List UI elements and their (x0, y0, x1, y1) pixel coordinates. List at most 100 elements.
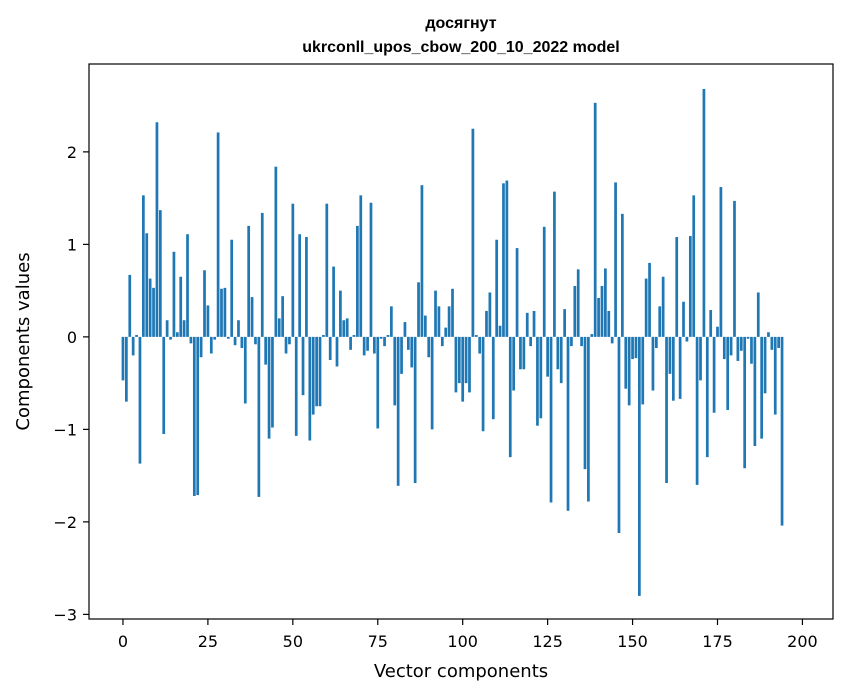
bar-62 (332, 266, 335, 337)
x-tick-label: 25 (198, 632, 218, 651)
bar-99 (457, 336, 461, 384)
bar-120 (529, 336, 532, 347)
bar-130 (563, 309, 566, 337)
chart-title: досягнут (425, 15, 496, 32)
bar-116 (515, 248, 519, 337)
bar-104 (474, 335, 478, 337)
bar-36 (243, 336, 247, 404)
bar-85 (410, 336, 414, 368)
y-tick-label: 0 (67, 328, 77, 347)
bar-43 (267, 336, 271, 439)
bar-84 (406, 336, 410, 350)
bar-182 (739, 336, 743, 351)
bar-81 (396, 336, 400, 486)
bar-14 (169, 336, 172, 340)
bar-10 (155, 122, 159, 337)
bar-28 (216, 132, 220, 337)
bar-145 (614, 182, 617, 337)
bar-181 (736, 336, 740, 361)
bar-165 (682, 301, 685, 337)
bar-190 (767, 332, 770, 337)
bar-139 (593, 102, 597, 337)
bar-108 (488, 292, 492, 337)
x-tick-label: 100 (447, 632, 478, 651)
bar-193 (777, 336, 780, 348)
bar-188 (760, 336, 764, 439)
x-tick-label: 75 (368, 632, 388, 651)
bar-88 (420, 185, 424, 337)
bar-3 (131, 336, 135, 356)
bar-0 (121, 336, 125, 381)
bar-125 (546, 336, 549, 377)
bar-70 (359, 195, 363, 337)
bar-34 (237, 320, 240, 337)
bar-5 (138, 336, 142, 464)
bar-106 (481, 336, 485, 432)
bar-155 (648, 262, 651, 337)
y-tick-label: 2 (67, 143, 77, 162)
bar-44 (271, 336, 274, 428)
bar-71 (362, 336, 366, 356)
bar-75 (376, 336, 380, 429)
bar-176 (719, 187, 723, 337)
bar-154 (644, 278, 648, 337)
bar-11 (158, 210, 162, 337)
bar-46 (277, 318, 281, 337)
bar-76 (379, 336, 383, 339)
bar-93 (437, 306, 441, 337)
x-tick-label: 200 (787, 632, 818, 651)
bar-39 (254, 336, 257, 345)
bar-103 (471, 128, 475, 337)
bar-58 (318, 336, 322, 407)
bar-162 (671, 336, 675, 401)
bar-174 (712, 336, 716, 413)
bar-156 (651, 336, 655, 391)
bar-16 (175, 332, 179, 337)
bar-173 (709, 310, 713, 337)
x-tick-label: 50 (283, 632, 303, 651)
bar-107 (485, 310, 488, 337)
bar-61 (328, 336, 332, 361)
bar-157 (654, 336, 658, 348)
bar-184 (746, 336, 750, 339)
x-axis-ticks: 0 25 50 75 100 125 150 175 200 (118, 619, 818, 651)
bar-96 (447, 306, 451, 337)
bar-158 (658, 306, 662, 337)
bar-149 (627, 336, 631, 406)
bar-35 (240, 336, 244, 348)
bar-163 (675, 236, 679, 337)
bar-66 (345, 318, 349, 337)
bar-115 (512, 336, 516, 391)
bar-138 (590, 334, 594, 337)
bar-148 (624, 336, 628, 389)
bar-171 (702, 88, 706, 337)
bar-133 (573, 286, 577, 337)
bar-177 (722, 336, 726, 360)
bar-113 (505, 180, 509, 337)
bar-140 (597, 298, 600, 337)
bar-98 (454, 336, 458, 393)
bar-114 (508, 336, 512, 458)
bar-127 (553, 191, 556, 337)
bar-102 (468, 336, 471, 393)
bar-191 (770, 336, 774, 350)
bar-77 (383, 336, 386, 347)
bar-146 (617, 336, 621, 533)
bar-185 (750, 336, 753, 364)
bar-97 (451, 288, 454, 337)
bar-41 (260, 212, 264, 337)
bar-68 (352, 335, 356, 337)
bar-164 (678, 336, 682, 399)
bar-112 (502, 183, 505, 337)
bar-166 (685, 336, 689, 342)
bar-63 (335, 336, 339, 367)
bar-110 (495, 239, 499, 337)
x-tick-label: 0 (118, 632, 128, 651)
bar-159 (661, 276, 665, 337)
bar-151 (634, 336, 638, 359)
bar-126 (549, 336, 553, 503)
bar-86 (413, 336, 417, 484)
bar-121 (532, 310, 536, 337)
bar-192 (773, 336, 777, 415)
